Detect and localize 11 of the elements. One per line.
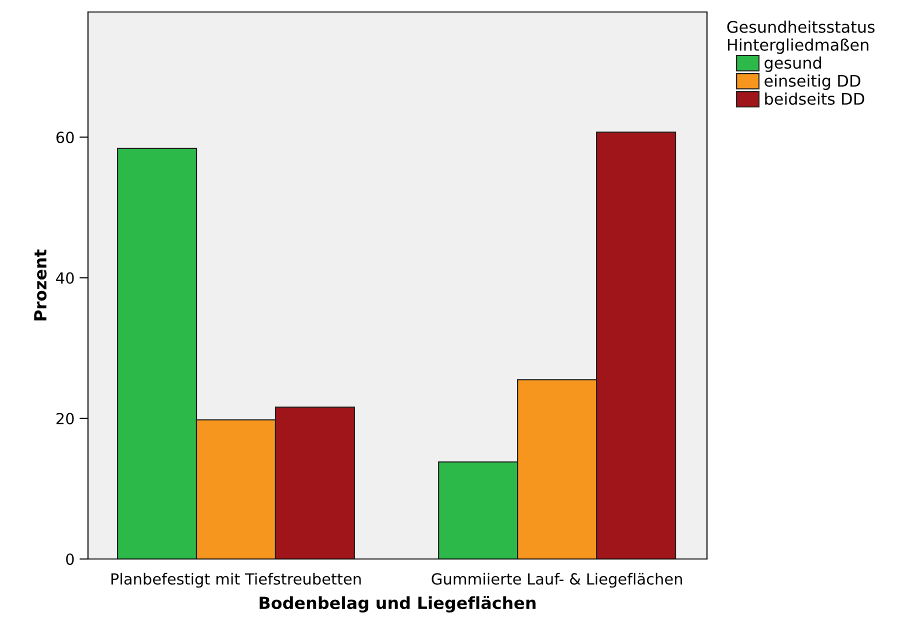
legend-label: einseitig DD <box>764 74 860 90</box>
x-tick-label: Planbefestigt mit Tiefstreubetten <box>111 572 361 588</box>
y-tick-label: 40 <box>56 272 74 284</box>
y-tick-label: 0 <box>66 553 74 566</box>
x-axis-title: Bodenbelag und Liegeflächen <box>260 596 536 613</box>
x-tick-label: Gummiierte Lauf- & Liegeflächen <box>432 572 682 588</box>
y-tick-label: 20 <box>56 412 74 424</box>
y-axis-title: Prozent <box>34 250 47 320</box>
legend-label: gesund <box>764 56 821 72</box>
legend-label: beidseits DD <box>765 92 864 105</box>
y-tick-label: 60 <box>56 132 74 144</box>
